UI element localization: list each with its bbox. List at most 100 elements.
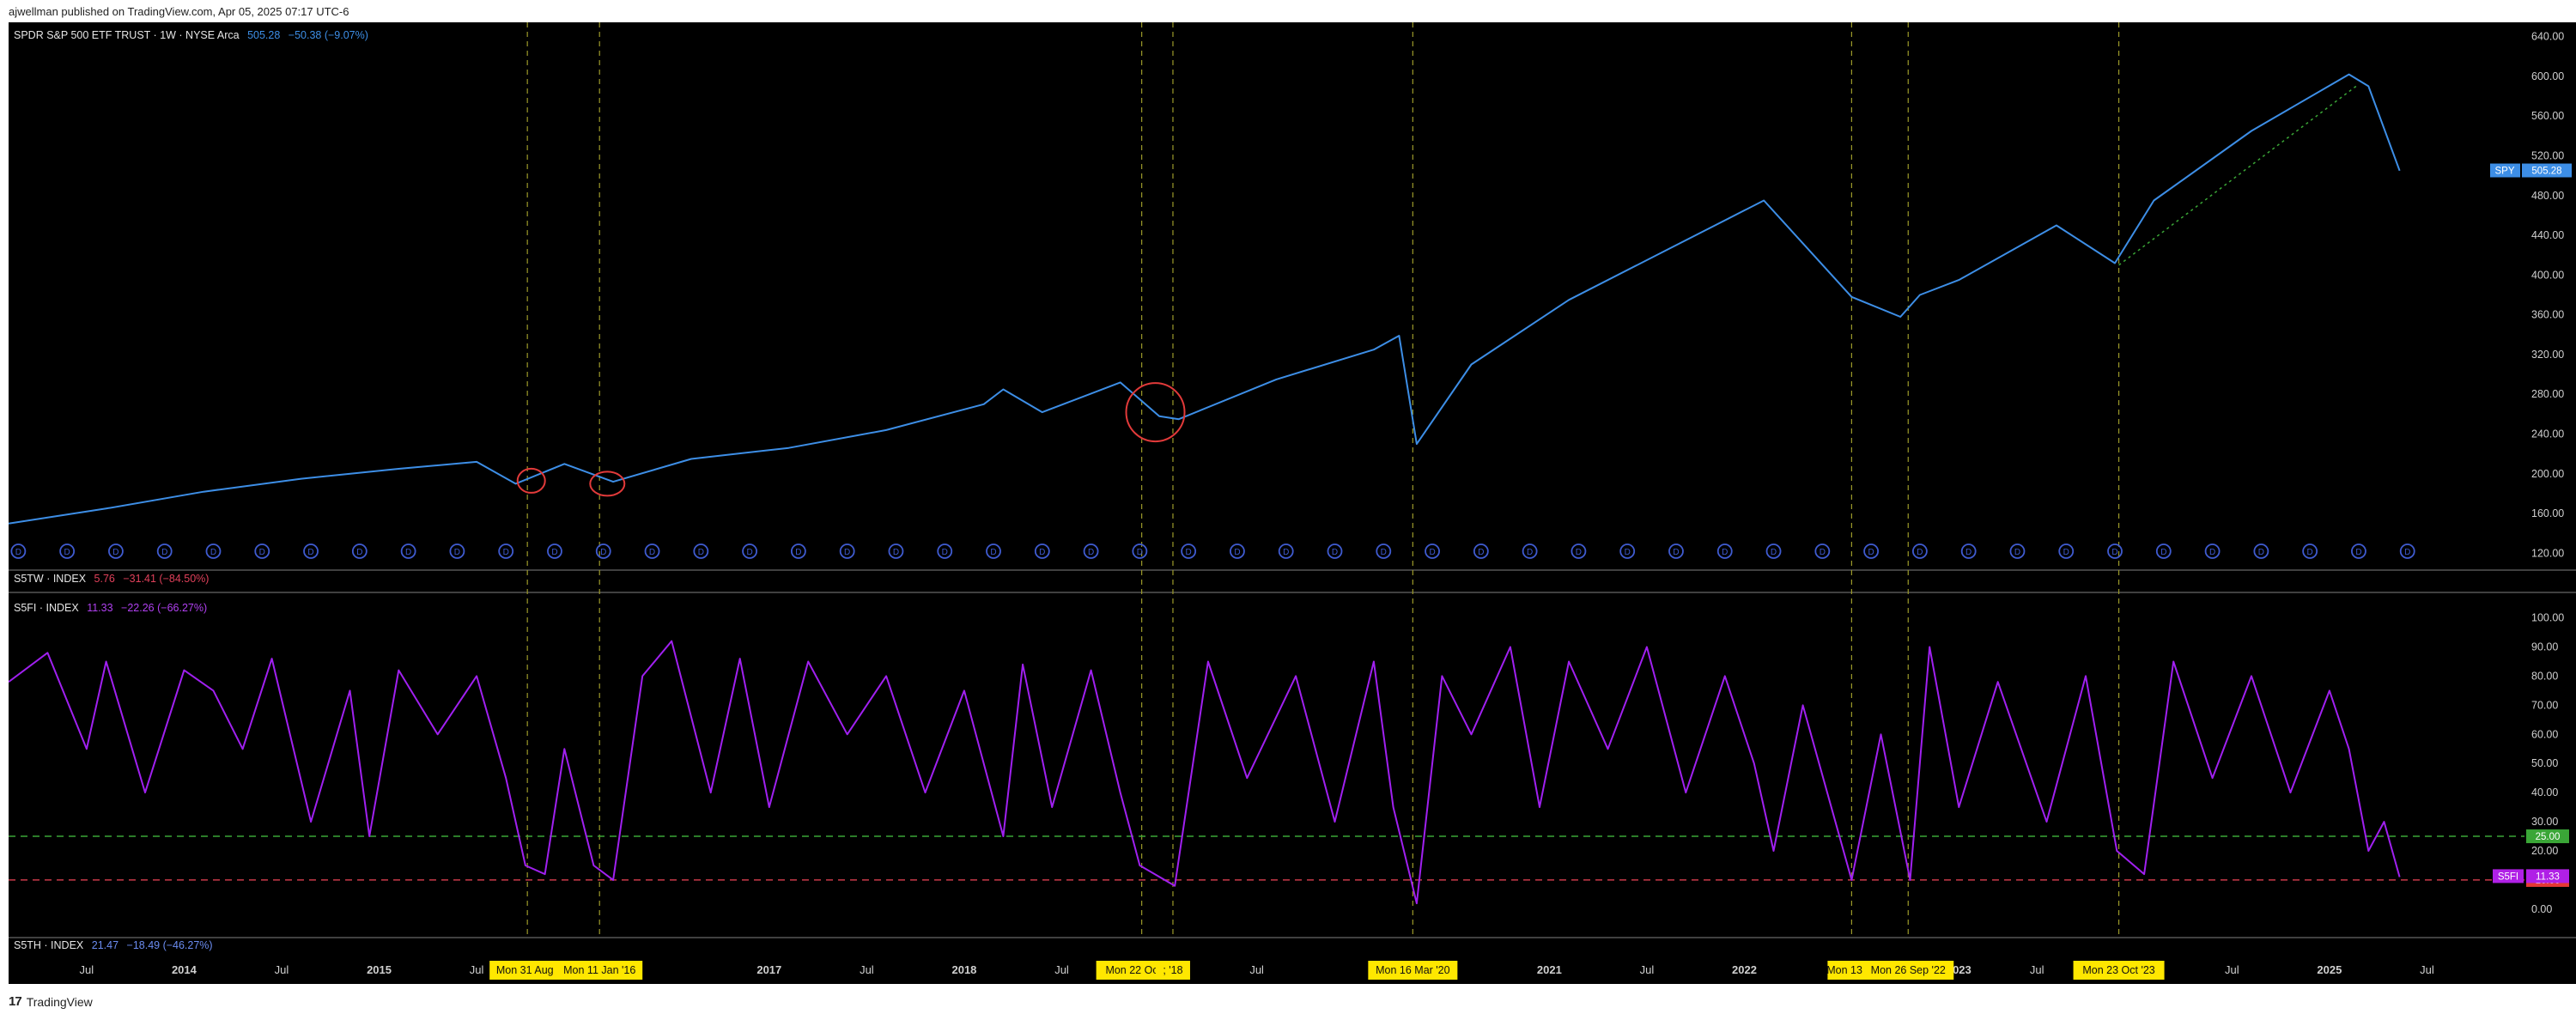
dividend-marker bbox=[351, 543, 368, 559]
dividend-marker bbox=[1132, 543, 1148, 559]
price-symbol: SPDR S&P 500 ETF TRUST · 1W · NYSE Arca bbox=[14, 29, 240, 41]
time-axis-label: 2014 bbox=[172, 963, 197, 976]
s5tw-legend[interactable]: S5TW · INDEX 5.76 −31.41 (−84.50%) bbox=[14, 573, 209, 585]
dividend-marker bbox=[1960, 543, 1977, 559]
dividend-marker-label: D bbox=[1868, 548, 1874, 557]
dividend-marker bbox=[254, 543, 270, 559]
date-tag-bg bbox=[2073, 961, 2165, 980]
price-tick-label: 120.00 bbox=[2531, 547, 2564, 559]
dividend-marker bbox=[1765, 543, 1782, 559]
s5fi-tick-label: 100.00 bbox=[2531, 612, 2564, 624]
dividend-marker bbox=[1571, 543, 1587, 559]
s5th-legend[interactable]: S5TH · INDEX 21.47 −18.49 (−46.27%) bbox=[14, 939, 213, 951]
dividend-marker bbox=[2351, 543, 2366, 559]
price-tick-label: 240.00 bbox=[2531, 428, 2564, 440]
dividend-marker-label: D bbox=[1186, 548, 1192, 557]
date-tag-bg bbox=[1368, 961, 1458, 980]
price-tick-label: 440.00 bbox=[2531, 229, 2564, 241]
dividend-marker bbox=[449, 543, 465, 559]
highlight-circle bbox=[516, 467, 546, 494]
dividend-marker bbox=[839, 543, 855, 559]
dividend-marker bbox=[59, 543, 76, 559]
dividend-marker-label: D bbox=[2014, 548, 2020, 557]
dividend-marker bbox=[1619, 543, 1636, 559]
s5fi-badge-value: 11.33 bbox=[2536, 871, 2560, 882]
price-tick-label: 520.00 bbox=[2531, 149, 2564, 161]
price-tick-label: 400.00 bbox=[2531, 269, 2564, 281]
dividend-marker-label: D bbox=[210, 548, 216, 557]
dividend-marker bbox=[1473, 543, 1489, 559]
dividend-marker-label: D bbox=[698, 548, 704, 557]
s5fi-tick-label: 30.00 bbox=[2531, 816, 2558, 828]
dividend-marker bbox=[790, 543, 806, 559]
time-axis-label: 2025 bbox=[2317, 963, 2342, 976]
level-25-badge: 25.00 bbox=[2536, 832, 2561, 842]
date-tag: Mon 11 Jan '16 bbox=[563, 964, 635, 976]
dividend-marker-label: D bbox=[942, 548, 948, 557]
s5fi-tick-label: 0.00 bbox=[2531, 903, 2552, 915]
s5fi-tick-label: 20.00 bbox=[2531, 845, 2558, 857]
dividend-marker bbox=[1376, 543, 1392, 559]
dividend-marker bbox=[2058, 543, 2075, 559]
date-tag: Mon 31 Aug ' bbox=[496, 964, 559, 976]
dividend-marker-label: D bbox=[161, 548, 167, 557]
dividend-marker-label: D bbox=[844, 548, 850, 557]
date-tag: Mon 26 Sep '22 bbox=[1871, 964, 1946, 976]
price-tick-label: 360.00 bbox=[2531, 309, 2564, 321]
chart-svg[interactable]: 120.00 160.00 200.00 240.00 280.00 320.00 360.… bbox=[9, 22, 2576, 984]
dividend-marker bbox=[1327, 543, 1343, 559]
dividend-marker-label: D bbox=[649, 548, 655, 557]
price-badge-symbol: SPY bbox=[2494, 167, 2514, 177]
dividend-marker-label: D bbox=[259, 548, 265, 557]
dividend-marker bbox=[644, 543, 660, 559]
dividend-marker-label: D bbox=[2160, 548, 2166, 557]
dividend-marker-label: D bbox=[795, 548, 801, 557]
price-line bbox=[9, 73, 2401, 525]
dividend-marker-label: D bbox=[1576, 548, 1582, 557]
date-tag: Mon 16 Mar '20 bbox=[1376, 964, 1450, 976]
s5fi-tick-label: 60.00 bbox=[2531, 728, 2558, 740]
chart-frame[interactable]: 120.00 160.00 200.00 240.00 280.00 320.00 360.… bbox=[9, 22, 2576, 984]
dividend-marker bbox=[1230, 543, 1245, 559]
s5fi-tick-label: 80.00 bbox=[2531, 670, 2558, 682]
time-axis-label: Jul bbox=[80, 963, 94, 976]
level-25-badge-bg bbox=[2526, 829, 2569, 844]
dividend-marker-label: D bbox=[2063, 548, 2069, 557]
dividend-marker-label: D bbox=[1965, 548, 1971, 557]
time-axis-label: Jul bbox=[2030, 963, 2044, 976]
s5th-change: −18.49 (−46.27%) bbox=[126, 939, 213, 951]
dividend-marker bbox=[1716, 543, 1733, 559]
price-last: 505.28 bbox=[247, 29, 281, 41]
dividend-marker-label: D bbox=[1527, 548, 1533, 557]
dividend-marker bbox=[1522, 543, 1538, 559]
s5fi-legend[interactable]: S5FI · INDEX 11.33 −22.26 (−66.27%) bbox=[14, 602, 207, 614]
date-tag: ; '18 bbox=[1163, 964, 1182, 976]
s5fi-badge-value-bg bbox=[2526, 869, 2569, 883]
price-badge-value-bg bbox=[2522, 163, 2572, 178]
dividend-marker-label: D bbox=[1673, 548, 1679, 557]
highlight-circle bbox=[1125, 382, 1186, 443]
dividend-marker bbox=[303, 543, 319, 559]
price-legend[interactable]: SPDR S&P 500 ETF TRUST · 1W · NYSE Arca … bbox=[14, 29, 368, 41]
s5fi-tick-label: 50.00 bbox=[2531, 757, 2558, 769]
price-tick-label: 200.00 bbox=[2531, 468, 2564, 480]
dividend-marker bbox=[547, 543, 562, 559]
dividend-marker bbox=[1863, 543, 1880, 559]
dividend-marker bbox=[2253, 543, 2269, 559]
dividend-marker-label: D bbox=[503, 548, 509, 557]
dividend-marker-label: D bbox=[1283, 548, 1289, 557]
date-tag-bg bbox=[1862, 961, 1954, 980]
dividend-marker-label: D bbox=[1137, 548, 1143, 557]
dividend-marker-label: D bbox=[893, 548, 899, 557]
tradingview-footer[interactable]: 17 TradingView bbox=[9, 994, 93, 1009]
dividend-marker-label: D bbox=[2355, 548, 2361, 557]
time-axis-label: Jul bbox=[860, 963, 874, 976]
price-change: −50.38 (−9.07%) bbox=[288, 29, 368, 41]
dividend-marker-label: D bbox=[1381, 548, 1387, 557]
date-tag: Mon 23 Oct '23 bbox=[2082, 964, 2154, 976]
dividend-marker bbox=[10, 543, 27, 559]
dividend-marker bbox=[888, 543, 904, 559]
dividend-marker bbox=[742, 543, 758, 559]
dividend-marker-label: D bbox=[1332, 548, 1338, 557]
dividend-marker-label: D bbox=[1429, 548, 1435, 557]
